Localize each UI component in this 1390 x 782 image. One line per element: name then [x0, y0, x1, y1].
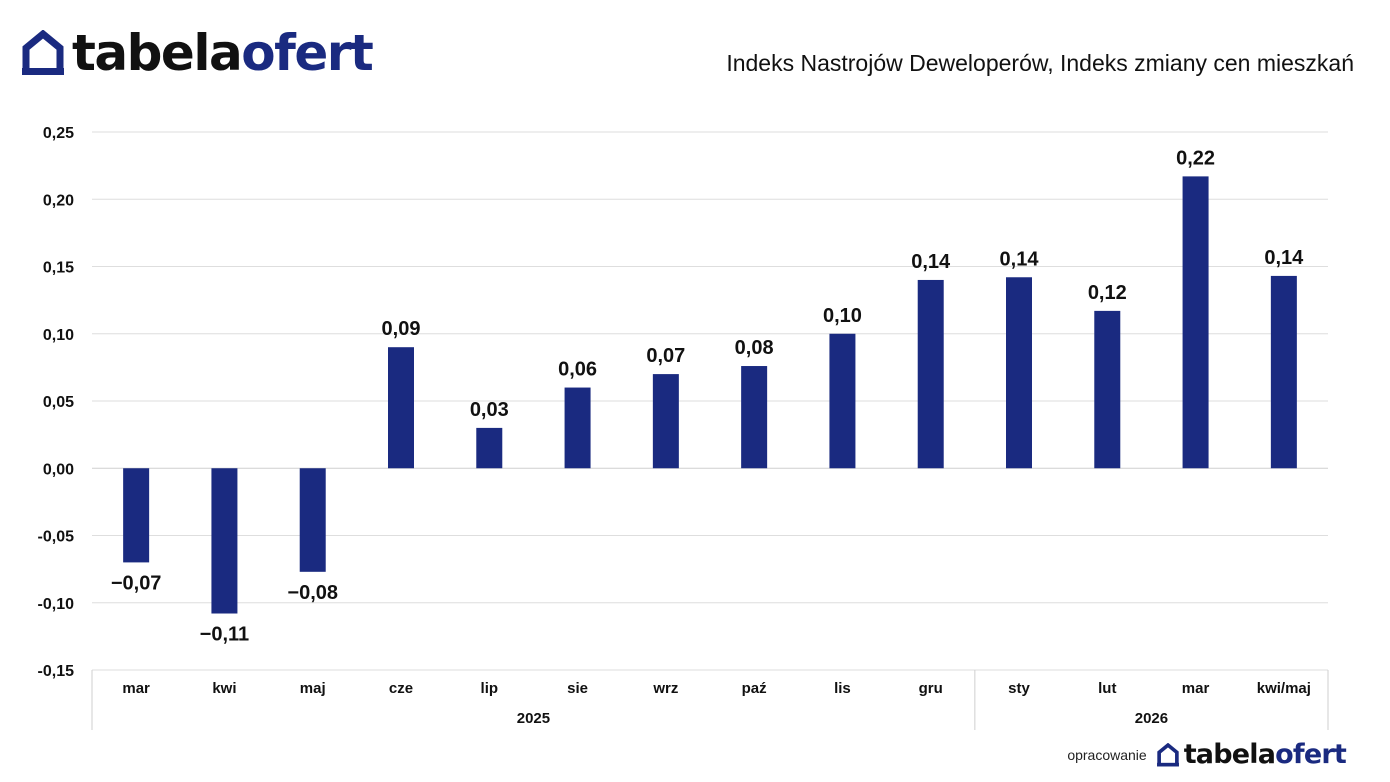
data-label: 0,10	[823, 305, 862, 327]
bar	[299, 468, 326, 572]
footer-logo-part2: ofert	[1275, 739, 1347, 770]
data-label: −0,08	[287, 582, 338, 604]
x-tick-label: lut	[1098, 680, 1116, 697]
bar	[917, 279, 944, 469]
data-label: −0,11	[200, 624, 250, 646]
y-tick-label: -0,15	[38, 663, 75, 680]
x-tick-label: sty	[1008, 680, 1030, 697]
x-tick-label: mar	[1182, 680, 1210, 697]
y-tick-label: 0,20	[43, 192, 74, 209]
data-label: 0,14	[1264, 247, 1304, 269]
data-label: 0,07	[646, 345, 685, 367]
data-label: 0,14	[1000, 248, 1040, 270]
bar	[1182, 176, 1209, 469]
y-tick-label: 0,00	[43, 461, 74, 478]
house-icon	[22, 30, 64, 75]
x-tick-label: kwi/maj	[1257, 680, 1311, 697]
data-label: 0,22	[1176, 147, 1215, 169]
chart-title: Indeks Nastrojów Deweloperów, Indeks zmi…	[726, 50, 1354, 76]
bar	[476, 427, 503, 469]
footer-credit: opracowanie tabelaofert	[1067, 741, 1346, 768]
x-tick-label: cze	[389, 680, 413, 697]
data-label: 0,12	[1088, 282, 1127, 304]
group-label: 2025	[517, 710, 550, 727]
x-tick-label: lis	[834, 680, 851, 697]
logo-text-part1: tabela	[72, 24, 243, 82]
y-tick-label: 0,25	[43, 125, 74, 142]
bar	[1270, 275, 1297, 469]
logo-text-part2: ofert	[241, 24, 374, 82]
bar	[211, 468, 238, 614]
y-tick-label: -0,10	[38, 596, 75, 613]
bar	[123, 468, 150, 563]
bar	[1006, 277, 1032, 469]
y-tick-label: 0,10	[43, 327, 74, 344]
data-label: 0,09	[382, 318, 421, 340]
y-tick-label: 0,05	[43, 394, 74, 411]
logo-wordmark: tabelaofert	[72, 28, 374, 78]
data-label: 0,14	[911, 251, 951, 273]
bar	[564, 387, 591, 469]
footer-logo-part1: tabela	[1183, 739, 1276, 770]
x-tick-label: maj	[300, 680, 326, 697]
bar	[652, 374, 679, 469]
x-tick-label: lip	[481, 680, 499, 697]
bar	[741, 366, 768, 469]
data-label: 0,08	[735, 337, 774, 359]
footer-label: opracowanie	[1067, 746, 1147, 763]
data-label: 0,06	[558, 359, 597, 381]
group-label: 2026	[1135, 710, 1168, 727]
y-tick-label: 0,15	[43, 260, 74, 277]
x-tick-label: wrz	[652, 680, 678, 697]
x-tick-label: mar	[122, 680, 150, 697]
bar	[388, 347, 414, 469]
y-tick-label: -0,05	[38, 529, 75, 546]
data-label: −0,07	[111, 572, 162, 594]
footer-logo-wordmark: tabelaofert	[1183, 739, 1347, 770]
x-tick-label: paź	[742, 680, 767, 697]
bar	[1094, 310, 1121, 469]
x-tick-label: kwi	[212, 680, 236, 697]
brand-logo[interactable]: tabelaofert	[22, 28, 374, 78]
data-label: 0,03	[470, 399, 509, 421]
x-tick-label: sie	[567, 680, 588, 697]
bar	[829, 333, 856, 469]
x-tick-label: gru	[919, 680, 943, 697]
house-icon	[1156, 742, 1179, 766]
